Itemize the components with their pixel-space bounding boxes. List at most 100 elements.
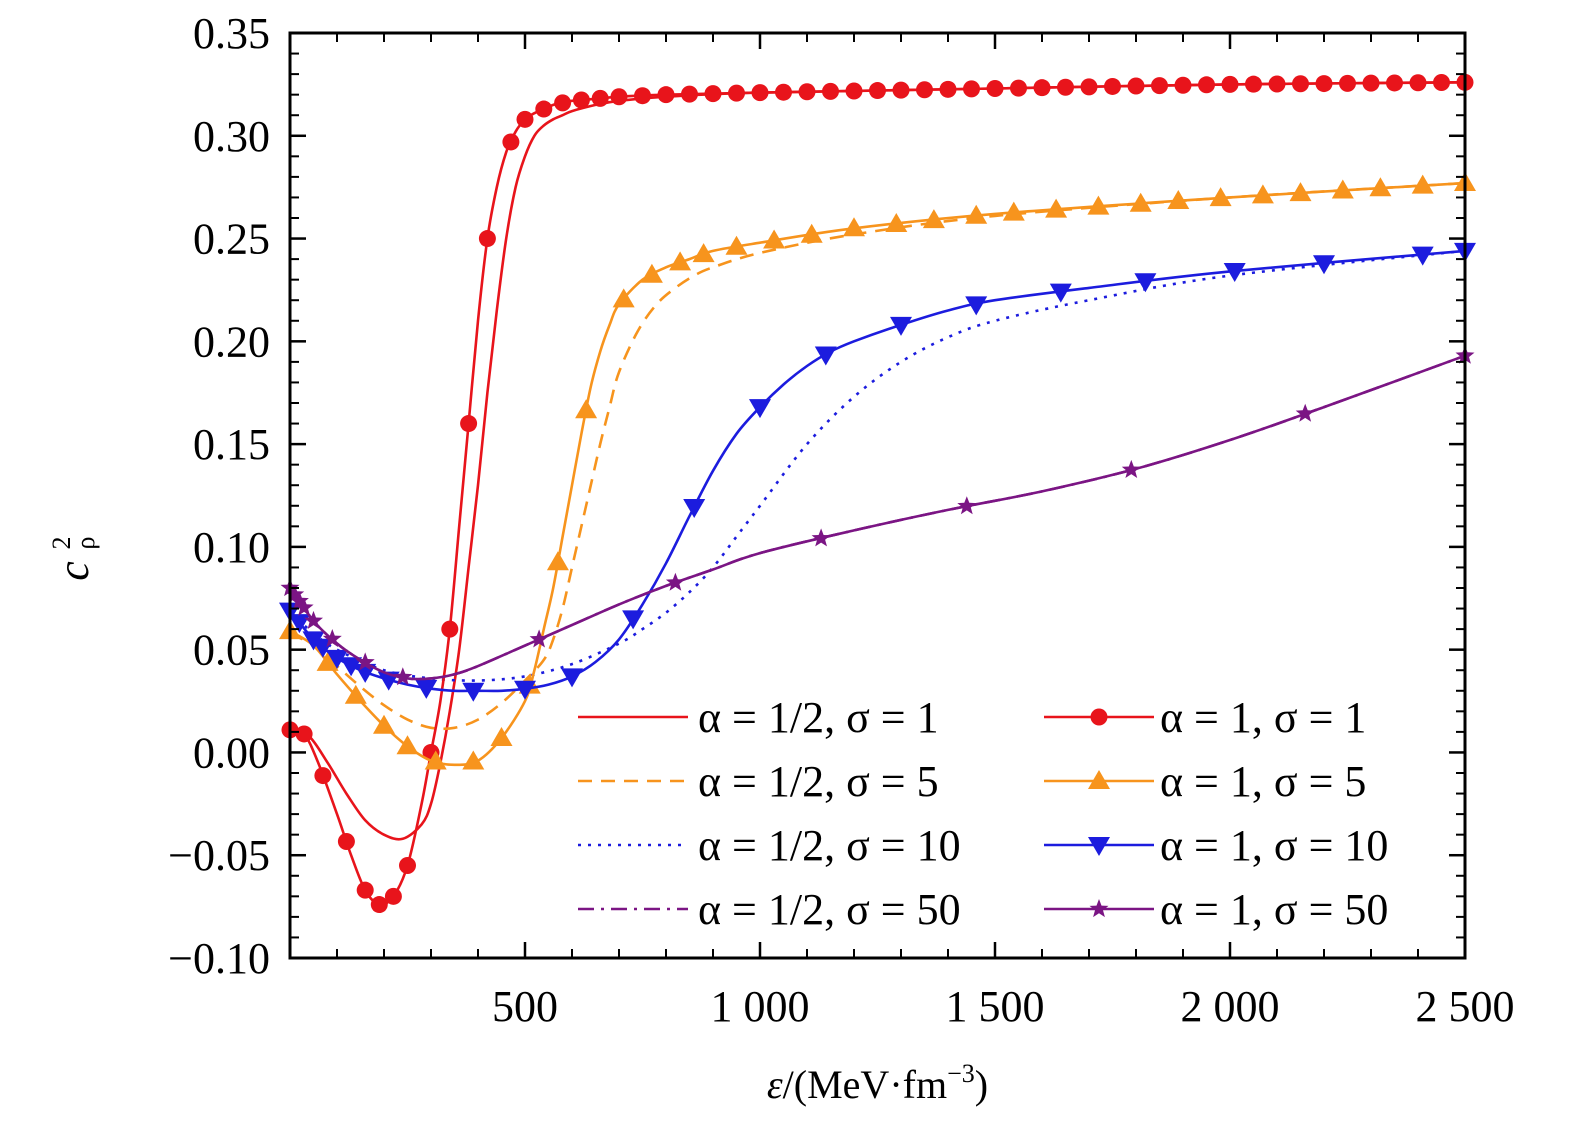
data-point-alpha-1-sigma-5	[1045, 198, 1068, 218]
data-point-alpha-1-sigma-10	[814, 346, 837, 366]
data-point-alpha-1-sigma-1	[370, 896, 388, 914]
series-line-alpha-1-sigma-5	[289, 181, 1466, 767]
data-point-alpha-1-sigma-5	[843, 217, 865, 237]
data-point-alpha-1-sigma-1	[1268, 75, 1286, 93]
plot-frame	[288, 31, 1467, 960]
y-tick-label: 0.05	[193, 626, 270, 675]
data-point-alpha-1-sigma-10	[965, 296, 988, 316]
legend-marker	[1089, 899, 1109, 918]
data-point-alpha-1-sigma-50	[1121, 459, 1141, 478]
data-point-alpha-1-sigma-5	[612, 288, 635, 308]
data-point-alpha-1-sigma-5	[1002, 201, 1025, 221]
data-point-alpha-1-sigma-10	[415, 679, 438, 699]
series-line-alpha-1-2-sigma-50	[288, 354, 1466, 681]
data-point-alpha-1-sigma-1	[634, 87, 651, 105]
data-point-alpha-1-sigma-10	[326, 649, 348, 669]
data-point-alpha-1-sigma-1	[845, 82, 863, 100]
data-point-alpha-1-sigma-5	[922, 209, 945, 229]
legend-label: α = 1, σ = 1	[1160, 693, 1366, 742]
data-point-alpha-1-sigma-10	[683, 499, 706, 519]
series-layer	[279, 73, 1476, 914]
data-point-alpha-1-sigma-50	[355, 652, 375, 671]
data-point-alpha-1-sigma-1	[869, 82, 886, 100]
data-point-alpha-1-sigma-10	[749, 399, 771, 419]
data-point-alpha-1-sigma-5	[640, 263, 663, 283]
x-axis-label-unit: /(MeV·fm	[783, 1062, 947, 1107]
y-axis-label-symbol: c	[49, 561, 98, 581]
data-point-alpha-1-sigma-5	[1331, 179, 1354, 199]
data-point-alpha-1-sigma-1	[1010, 79, 1027, 97]
data-point-alpha-1-sigma-50	[304, 610, 323, 629]
legend-label: α = 1/2, σ = 10	[698, 821, 961, 870]
data-point-alpha-1-sigma-50	[285, 584, 305, 603]
data-point-alpha-1-sigma-5	[669, 251, 692, 271]
svg-text:c: c	[49, 561, 98, 581]
series-alpha-1-2-sigma-10	[289, 249, 1466, 682]
data-point-alpha-1-sigma-50	[393, 667, 413, 686]
data-point-alpha-1-sigma-1	[535, 100, 553, 118]
y-tick-label: −0.10	[168, 934, 270, 983]
data-point-alpha-1-sigma-1	[775, 83, 792, 101]
data-point-alpha-1-sigma-50	[665, 572, 685, 591]
data-point-alpha-1-sigma-5	[965, 204, 988, 224]
data-point-alpha-1-sigma-50	[1295, 403, 1315, 422]
data-point-alpha-1-sigma-1	[1033, 79, 1051, 97]
data-point-alpha-1-sigma-1	[516, 110, 534, 128]
x-axis-label-symbol: ε	[767, 1062, 783, 1107]
data-point-alpha-1-sigma-1	[1174, 76, 1192, 94]
data-point-alpha-1-sigma-1	[384, 887, 402, 905]
legend-item-alpha-1-sigma-10: α = 1, σ = 10	[1044, 821, 1388, 870]
legend-item-alpha-1-sigma-1: α = 1, σ = 1	[1044, 693, 1366, 742]
data-point-alpha-1-sigma-5	[1209, 187, 1232, 207]
y-tick-label: 0.25	[193, 215, 270, 264]
data-point-alpha-1-sigma-1	[1057, 78, 1074, 96]
data-point-alpha-1-sigma-5	[424, 750, 447, 770]
data-point-alpha-1-sigma-10	[622, 610, 645, 630]
data-point-alpha-1-sigma-5	[1411, 174, 1434, 194]
data-point-alpha-1-sigma-1	[1386, 74, 1403, 92]
data-point-alpha-1-sigma-5	[1289, 182, 1312, 202]
data-point-alpha-1-sigma-1	[681, 85, 698, 103]
data-point-alpha-1-sigma-1	[1151, 77, 1168, 95]
data-point-alpha-1-sigma-10	[1134, 273, 1157, 293]
data-point-alpha-1-sigma-1	[1339, 74, 1356, 92]
svg-text:ρ: ρ	[71, 537, 100, 550]
data-point-alpha-1-sigma-1	[728, 84, 745, 102]
data-point-alpha-1-sigma-1	[963, 80, 980, 98]
x-axis-label-close: )	[975, 1062, 988, 1107]
data-point-alpha-1-sigma-1	[314, 767, 332, 785]
data-point-alpha-1-sigma-5	[1129, 192, 1152, 212]
data-point-alpha-1-sigma-10	[288, 614, 311, 634]
data-point-alpha-1-sigma-10	[890, 316, 912, 336]
data-point-alpha-1-sigma-50	[322, 629, 342, 648]
y-tick-label: 0.15	[193, 420, 270, 469]
x-tick-label: 1 500	[946, 982, 1045, 1031]
data-point-alpha-1-sigma-1	[1221, 75, 1239, 93]
data-point-alpha-1-sigma-1	[356, 881, 374, 899]
legend-item-alpha-1-2-sigma-1: α = 1/2, σ = 1	[578, 693, 939, 742]
data-point-alpha-1-sigma-10	[1223, 263, 1246, 283]
data-point-alpha-1-sigma-10	[354, 663, 377, 683]
data-point-alpha-1-sigma-50	[957, 496, 977, 515]
data-point-alpha-1-sigma-50	[811, 528, 831, 547]
data-point-alpha-1-sigma-5	[763, 229, 786, 249]
data-point-alpha-1-sigma-1	[1080, 78, 1098, 96]
data-point-alpha-1-sigma-1	[478, 230, 496, 248]
legend-marker	[1088, 837, 1110, 856]
y-tick-label: 0.00	[193, 728, 270, 777]
series-alpha-1-sigma-10	[279, 242, 1476, 702]
data-point-alpha-1-sigma-5	[373, 714, 395, 734]
legend-marker	[1090, 708, 1108, 726]
legend-item-alpha-1-2-sigma-5: α = 1/2, σ = 5	[578, 757, 939, 806]
y-tick-label: −0.05	[168, 831, 270, 880]
data-point-alpha-1-sigma-5	[316, 651, 339, 671]
svg-text:2: 2	[47, 537, 76, 550]
data-point-alpha-1-sigma-1	[337, 833, 355, 851]
x-tick-label: 1 000	[711, 982, 810, 1031]
data-point-alpha-1-sigma-1	[1315, 75, 1333, 93]
legend-item-alpha-1-sigma-50: α = 1, σ = 50	[1044, 885, 1388, 934]
data-point-alpha-1-sigma-1	[591, 89, 609, 107]
data-point-alpha-1-sigma-10	[1313, 255, 1335, 275]
data-point-alpha-1-sigma-1	[1104, 77, 1121, 95]
